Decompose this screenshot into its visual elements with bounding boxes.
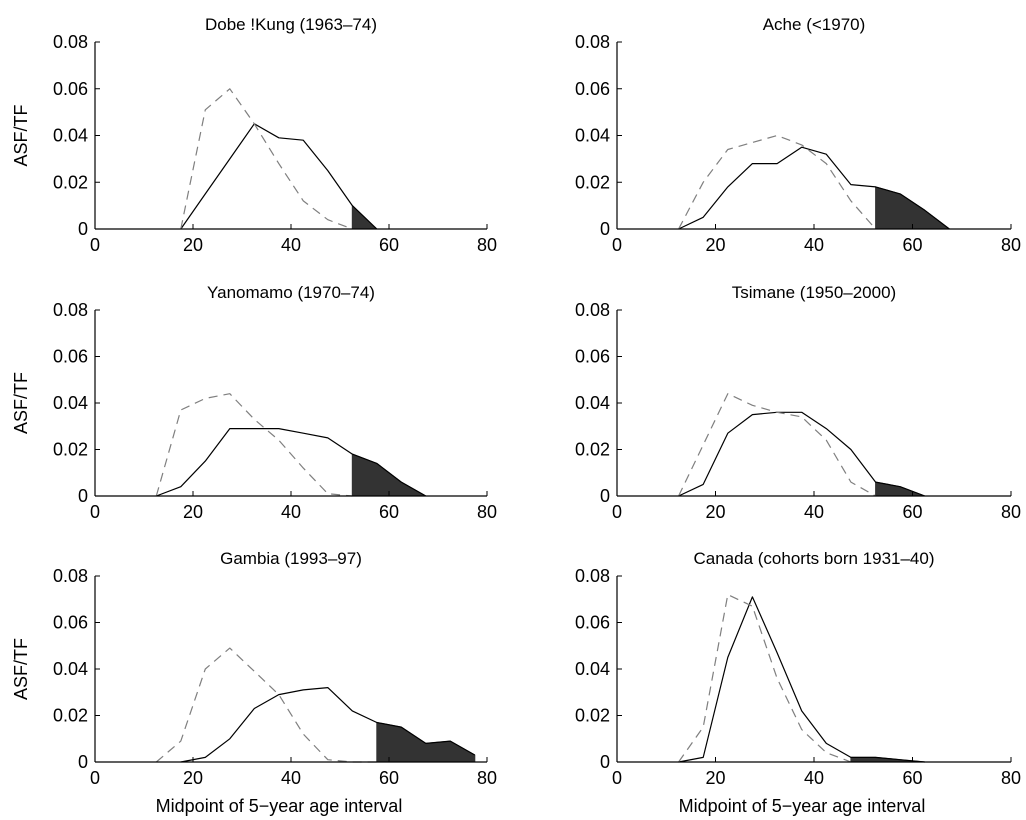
y-axis-label: ASF/TF [11,104,31,166]
dashed-series-line [678,393,876,497]
y-tick-label: 0.04 [575,126,610,146]
solid-series-line [180,123,378,230]
y-tick-label: 0.06 [575,347,610,367]
y-tick-label: 0.08 [53,32,88,52]
x-tick-label: 0 [612,502,622,522]
y-tick-label: 0.04 [53,393,88,413]
y-tick-label: 0.04 [53,659,88,679]
y-tick-label: 0.06 [53,79,88,99]
y-tick-label: 0.02 [53,706,88,726]
x-tick-label: 20 [705,502,725,522]
chart-panel: 0 20 40 60 80 0 0.02 0.04 0.06 0.08 Gambia (1993–9… [11,549,497,816]
y-tick-label: 0.08 [575,32,610,52]
y-tick-label: 0.08 [575,566,610,586]
y-tick-label: 0.08 [53,300,88,320]
y-tick-label: 0.02 [575,706,610,726]
shaded-tail-area [875,481,925,497]
y-tick-label: 0.04 [575,393,610,413]
x-tick-label: 20 [705,768,725,788]
x-tick-label: 40 [281,235,301,255]
x-tick-label: 40 [804,768,824,788]
chart-panel: 0 20 40 60 80 0 0.02 0.04 0.06 0.08 Dobe !Kung (19… [11,15,497,255]
y-tick-label: 0.04 [53,126,88,146]
x-tick-label: 0 [612,768,622,788]
x-tick-label: 40 [804,235,824,255]
y-tick-label: 0 [78,752,88,772]
x-axis-label: Midpoint of 5−year age interval [679,796,926,816]
x-tick-label: 20 [183,768,203,788]
solid-series-line [678,596,925,763]
chart-title: Yanomamo (1970–74) [207,283,375,302]
solid-series-line [180,686,476,763]
x-tick-label: 0 [612,235,622,255]
y-tick-label: 0.06 [575,613,610,633]
x-tick-label: 40 [281,768,301,788]
chart-title: Canada (cohorts born 1931–40) [694,549,935,568]
x-tick-label: 0 [90,235,100,255]
y-tick-label: 0 [600,219,610,239]
y-tick-label: 0.08 [53,566,88,586]
solid-series-line [156,428,427,497]
x-tick-label: 60 [902,502,922,522]
y-tick-label: 0.06 [53,347,88,367]
y-tick-label: 0 [78,486,88,506]
y-tick-label: 0.02 [53,440,88,460]
x-tick-label: 60 [379,502,399,522]
y-axis-label: ASF/TF [11,372,31,434]
y-tick-label: 0.06 [53,613,88,633]
y-tick-label: 0.06 [575,79,610,99]
y-tick-label: 0.08 [575,300,610,320]
x-tick-label: 80 [1001,502,1021,522]
dashed-series-line [155,647,377,763]
y-axis-label: ASF/TF [11,638,31,700]
x-tick-label: 20 [183,235,203,255]
y-tick-label: 0 [600,486,610,506]
dashed-series-line [678,134,877,230]
x-tick-label: 60 [379,768,399,788]
x-tick-label: 80 [477,235,497,255]
x-tick-label: 80 [1001,768,1021,788]
chart-title: Ache (<1970) [763,15,866,34]
x-axis-label: Midpoint of 5−year age interval [156,796,403,816]
y-tick-label: 0.02 [575,172,610,192]
x-tick-label: 0 [90,502,100,522]
chart-title: Dobe !Kung (1963–74) [205,15,377,34]
x-tick-label: 60 [379,235,399,255]
x-tick-label: 80 [477,768,497,788]
x-tick-label: 60 [902,768,922,788]
chart-panel: 0 20 40 60 80 0 0.02 0.04 0.06 0.08 Ache (<1970) [575,15,1021,255]
dashed-series-line [678,593,852,763]
y-tick-label: 0 [600,752,610,772]
y-tick-label: 0.02 [575,440,610,460]
y-tick-label: 0 [78,219,88,239]
y-tick-label: 0.04 [575,659,610,679]
x-tick-label: 0 [90,768,100,788]
x-tick-label: 40 [281,502,301,522]
x-tick-label: 20 [705,235,725,255]
x-tick-label: 80 [1001,235,1021,255]
chart-panel: 0 20 40 60 80 0 0.02 0.04 0.06 0.08 Yanomamo (1970… [11,283,497,522]
solid-series-line [678,146,950,230]
shaded-tail-area [875,186,951,230]
x-tick-label: 60 [902,235,922,255]
x-tick-label: 40 [804,502,824,522]
dashed-series-line [155,393,353,497]
x-tick-label: 80 [477,502,497,522]
solid-series-line [678,411,926,497]
shaded-tail-area [376,721,476,763]
chart-title: Gambia (1993–97) [220,549,362,568]
chart-panel: 0 20 40 60 80 0 0.02 0.04 0.06 0.08 Canada (cohort… [575,549,1021,816]
chart-panel: 0 20 40 60 80 0 0.02 0.04 0.06 0.08 Tsimane (1950–… [575,283,1021,522]
y-tick-label: 0.02 [53,172,88,192]
chart-title: Tsimane (1950–2000) [732,283,896,302]
dashed-series-line [180,88,353,230]
x-tick-label: 20 [183,502,203,522]
